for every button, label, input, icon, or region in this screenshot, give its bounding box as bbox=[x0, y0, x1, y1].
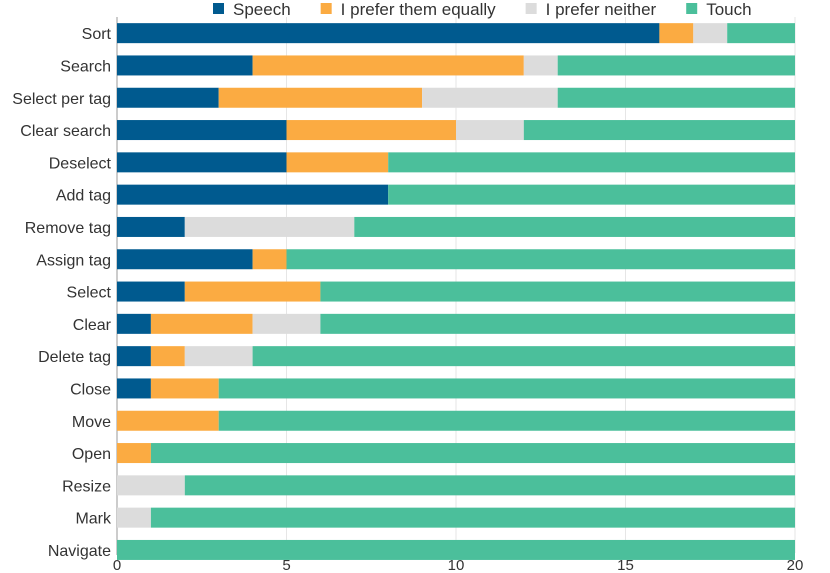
category-label: Remove tag bbox=[25, 220, 111, 237]
bar-segment-i-prefer-neither bbox=[117, 507, 151, 528]
bar-segment-i-prefer-them-equally bbox=[252, 249, 287, 270]
bar-segment-i-prefer-them-equally bbox=[659, 23, 694, 44]
bar-segment-speech bbox=[117, 249, 253, 270]
bar-segment-speech bbox=[117, 152, 287, 173]
bar-segment-i-prefer-neither bbox=[693, 23, 728, 44]
category-label: Close bbox=[70, 381, 111, 398]
category-label: Select per tag bbox=[12, 91, 111, 108]
x-tick-label: 15 bbox=[617, 557, 634, 573]
bar-segment-speech bbox=[117, 23, 660, 44]
x-tick-label: 10 bbox=[448, 557, 465, 573]
category-label: Delete tag bbox=[38, 349, 111, 366]
bar-segment-i-prefer-neither bbox=[523, 55, 558, 76]
bar-segment-touch bbox=[523, 120, 795, 141]
category-label: Clear search bbox=[20, 123, 111, 140]
x-tick-label: 20 bbox=[787, 557, 804, 573]
bar-segment-i-prefer-neither bbox=[252, 313, 321, 334]
legend-label: Touch bbox=[706, 0, 751, 19]
bar-segment-i-prefer-them-equally bbox=[218, 87, 423, 108]
bar-segment-speech bbox=[117, 87, 219, 108]
legend-swatch bbox=[320, 3, 332, 14]
bar-segment-i-prefer-neither bbox=[117, 475, 185, 496]
category-label: Resize bbox=[62, 478, 111, 495]
bar-segment-i-prefer-them-equally bbox=[150, 378, 219, 399]
bar-segment-i-prefer-neither bbox=[422, 87, 558, 108]
category-label: Assign tag bbox=[36, 252, 111, 269]
category-label: Move bbox=[72, 414, 111, 431]
bar-segment-touch bbox=[150, 443, 795, 464]
bar-segment-speech bbox=[117, 216, 185, 237]
bar-segment-touch bbox=[388, 152, 795, 173]
category-label: Search bbox=[60, 58, 111, 75]
bar-segment-i-prefer-them-equally bbox=[117, 410, 219, 431]
bar-segment-i-prefer-them-equally bbox=[286, 152, 389, 173]
bar-segment-touch bbox=[727, 23, 795, 44]
legend-swatch bbox=[525, 3, 537, 14]
bar-segment-speech bbox=[117, 281, 185, 302]
category-label: Add tag bbox=[56, 188, 111, 205]
category-label: Sort bbox=[82, 26, 112, 43]
category-label: Mark bbox=[75, 511, 112, 528]
bar-segment-touch bbox=[150, 507, 795, 528]
legend-swatch bbox=[213, 3, 224, 14]
bar-segment-i-prefer-them-equally bbox=[252, 55, 524, 76]
legend-label: I prefer them equally bbox=[341, 0, 496, 19]
bar-segment-touch bbox=[320, 313, 795, 334]
bar-segment-i-prefer-neither bbox=[456, 120, 524, 141]
bar-segment-touch bbox=[557, 87, 795, 108]
category-label: Open bbox=[72, 446, 111, 463]
bar-segment-i-prefer-them-equally bbox=[286, 120, 456, 141]
category-label: Navigate bbox=[48, 543, 111, 560]
bar-segment-speech bbox=[117, 378, 151, 399]
category-label: Clear bbox=[73, 317, 112, 334]
bar-segment-i-prefer-neither bbox=[184, 216, 355, 237]
bar-segment-i-prefer-neither bbox=[184, 346, 253, 367]
bar-segment-speech bbox=[117, 313, 151, 334]
bar-segment-touch bbox=[252, 346, 796, 367]
x-tick-label: 0 bbox=[113, 557, 121, 573]
bar-segment-touch bbox=[354, 216, 795, 237]
legend-label: I prefer neither bbox=[546, 0, 657, 19]
bar-segment-touch bbox=[388, 184, 795, 205]
category-label: Deselect bbox=[49, 155, 112, 172]
x-tick-label: 5 bbox=[282, 557, 290, 573]
bar-segment-speech bbox=[117, 346, 151, 367]
bar-segment-touch bbox=[218, 410, 795, 431]
bar-segment-touch bbox=[117, 539, 795, 560]
bar-segment-touch bbox=[184, 475, 796, 496]
bar-segment-touch bbox=[286, 249, 795, 270]
bar-segment-speech bbox=[117, 55, 253, 76]
category-label: Select bbox=[67, 285, 112, 302]
bar-segment-speech bbox=[117, 120, 287, 141]
bar-segment-i-prefer-them-equally bbox=[117, 443, 151, 464]
bar-segment-i-prefer-them-equally bbox=[150, 346, 185, 367]
bar-segment-i-prefer-them-equally bbox=[150, 313, 253, 334]
bar-segment-touch bbox=[320, 281, 795, 302]
bar-segment-speech bbox=[117, 184, 389, 205]
legend-label: Speech bbox=[233, 0, 291, 19]
bar-segment-i-prefer-them-equally bbox=[184, 281, 321, 302]
legend-swatch bbox=[686, 3, 698, 14]
bar-segment-touch bbox=[218, 378, 795, 399]
bar-segment-touch bbox=[557, 55, 795, 76]
